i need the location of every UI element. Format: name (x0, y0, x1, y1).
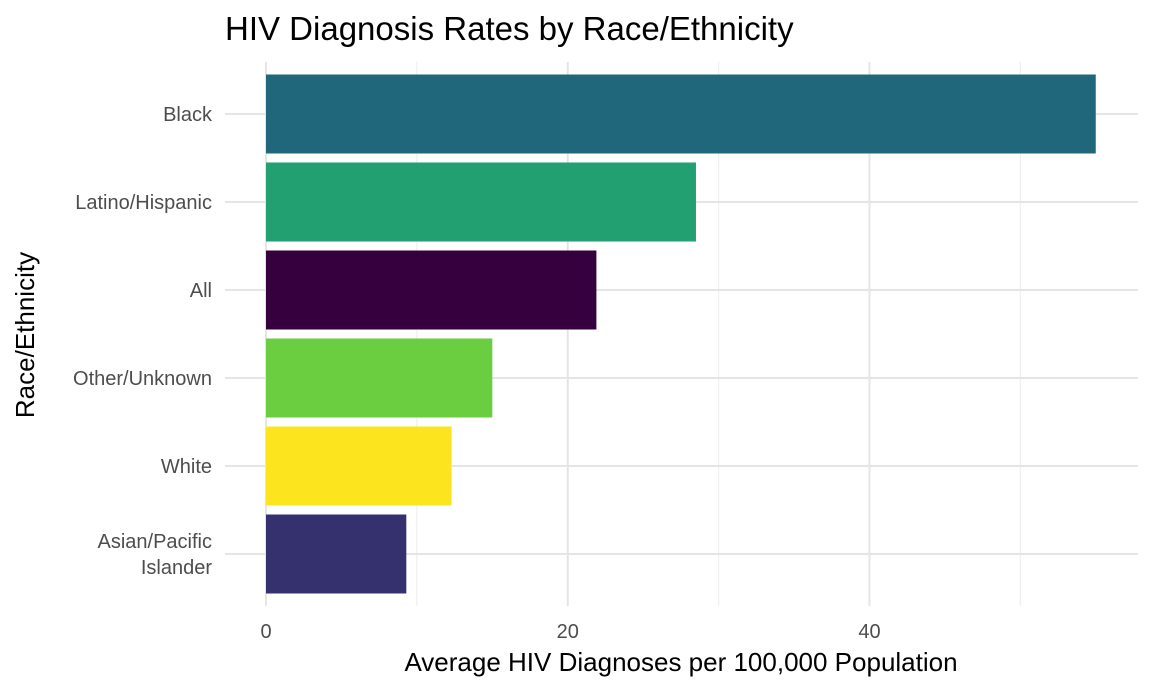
y-tick-label: Asian/Pacific Islander (98, 531, 213, 579)
x-tick-label: 20 (557, 621, 579, 643)
bar-asian-pacific-islander (266, 514, 407, 594)
bar-other-unknown (266, 338, 493, 418)
y-tick-label: White (161, 456, 212, 478)
y-tick-label: Latino/Hispanic (75, 192, 212, 214)
bar-white (266, 426, 452, 506)
chart-title: HIV Diagnosis Rates by Race/Ethnicity (225, 10, 794, 47)
y-tick-label: Other/Unknown (73, 368, 212, 390)
bars (266, 74, 1096, 594)
y-tick-labels: Black Latino/Hispanic All Other/Unknown Whit… (73, 104, 213, 579)
bar-all (266, 250, 597, 330)
x-axis-title: Average HIV Diagnoses per 100,000 Popula… (404, 647, 957, 677)
bar-black (266, 74, 1096, 154)
y-tick-label: Black (163, 104, 213, 126)
y-tick-label: All (190, 280, 212, 302)
x-tick-labels: 0 20 40 (260, 621, 880, 643)
y-axis-title: Race/Ethnicity (10, 252, 40, 418)
x-tick-label: 0 (260, 621, 271, 643)
bar-latino-hispanic (266, 162, 696, 242)
x-tick-label: 40 (858, 621, 880, 643)
